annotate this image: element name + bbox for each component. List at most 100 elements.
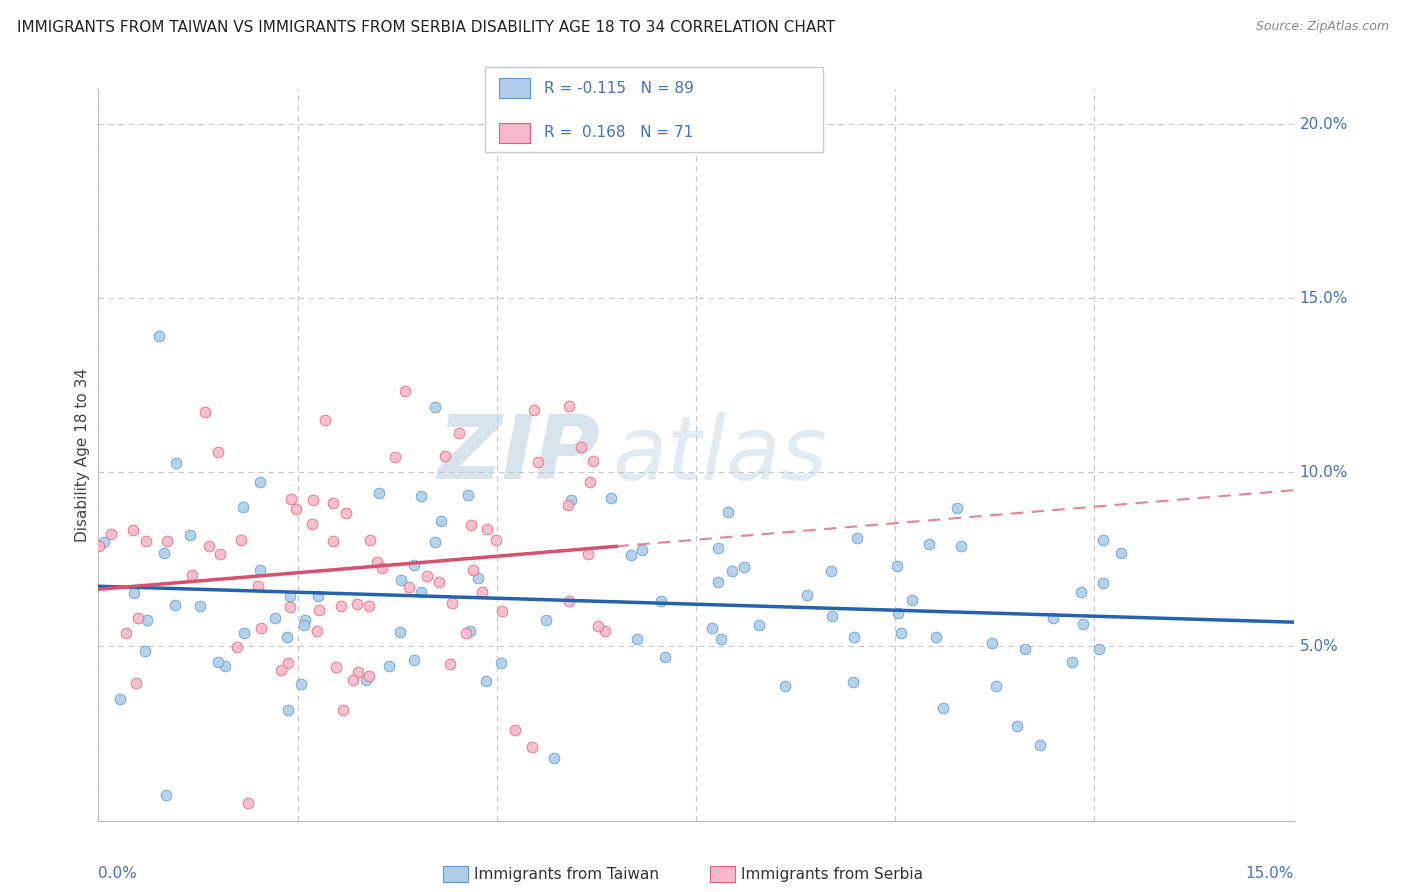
Point <box>231 533 253 547</box>
Point <box>165 599 187 613</box>
Point <box>503 723 526 737</box>
Point <box>887 606 910 620</box>
Point <box>946 501 969 516</box>
Point <box>523 403 546 417</box>
Point <box>447 426 470 441</box>
Point <box>1091 575 1114 590</box>
Point <box>108 692 131 706</box>
Point <box>100 527 122 541</box>
Text: 5.0%: 5.0% <box>1299 639 1339 654</box>
Point <box>335 506 357 520</box>
Point <box>821 609 844 624</box>
Point <box>156 534 179 549</box>
Text: ZIP: ZIP <box>437 411 600 499</box>
Point <box>346 597 368 611</box>
Point <box>593 624 616 638</box>
Point <box>558 400 581 414</box>
Point <box>710 632 733 646</box>
Point <box>1070 585 1092 599</box>
Point <box>706 575 728 590</box>
Point <box>394 384 416 399</box>
Point <box>359 669 381 683</box>
Text: atlas: atlas <box>613 412 827 498</box>
Point <box>209 547 232 561</box>
Point <box>250 621 273 635</box>
Point <box>277 656 299 670</box>
Point <box>121 523 143 537</box>
Text: R = -0.115   N = 89: R = -0.115 N = 89 <box>544 81 695 95</box>
Text: 0.0%: 0.0% <box>98 866 138 881</box>
Point <box>430 514 453 528</box>
Point <box>93 534 115 549</box>
Text: Immigrants from Serbia: Immigrants from Serbia <box>741 867 922 881</box>
Point <box>981 636 1004 650</box>
Point <box>233 625 256 640</box>
Point <box>579 475 602 489</box>
Point <box>557 499 579 513</box>
Point <box>461 563 484 577</box>
Point <box>560 492 582 507</box>
Point <box>454 626 477 640</box>
Point <box>165 456 187 470</box>
Point <box>522 740 544 755</box>
Point <box>89 540 111 554</box>
Point <box>441 596 464 610</box>
Point <box>278 600 301 615</box>
Point <box>368 486 391 500</box>
Point <box>276 630 298 644</box>
Point <box>427 574 450 589</box>
Point <box>558 594 581 608</box>
Point <box>277 703 299 717</box>
Point <box>433 449 456 463</box>
Point <box>1029 738 1052 752</box>
Point <box>115 626 138 640</box>
Point <box>389 624 412 639</box>
Point <box>232 500 254 514</box>
Point <box>886 559 908 574</box>
Point <box>576 547 599 561</box>
Point <box>278 589 301 603</box>
Point <box>460 517 482 532</box>
Point <box>332 703 354 717</box>
Point <box>842 674 865 689</box>
Point <box>193 405 215 419</box>
Point <box>264 611 287 625</box>
Point <box>359 599 381 614</box>
Point <box>1087 642 1109 657</box>
Text: Immigrants from Taiwan: Immigrants from Taiwan <box>474 867 659 881</box>
Point <box>820 564 842 578</box>
Point <box>411 585 433 599</box>
Point <box>984 679 1007 693</box>
Point <box>458 624 481 638</box>
Point <box>308 603 330 617</box>
Point <box>534 613 557 627</box>
Text: Source: ZipAtlas.com: Source: ZipAtlas.com <box>1256 20 1389 33</box>
Point <box>526 455 548 469</box>
Point <box>148 329 170 343</box>
Point <box>918 537 941 551</box>
Point <box>471 584 494 599</box>
Point <box>1007 719 1029 733</box>
Point <box>249 563 271 577</box>
Point <box>325 660 347 674</box>
Point <box>717 505 740 519</box>
Point <box>134 644 156 658</box>
Point <box>384 450 406 465</box>
Point <box>569 440 592 454</box>
Point <box>347 665 370 679</box>
Point <box>475 673 498 688</box>
Point <box>247 579 270 593</box>
Point <box>654 650 676 665</box>
Point <box>188 599 211 614</box>
Text: 10.0%: 10.0% <box>1299 465 1348 480</box>
Point <box>402 653 425 667</box>
Point <box>900 593 922 607</box>
Point <box>467 571 489 585</box>
Point <box>842 630 865 644</box>
Point <box>301 516 323 531</box>
Text: 15.0%: 15.0% <box>1246 866 1294 881</box>
Point <box>586 619 609 633</box>
Text: 20.0%: 20.0% <box>1299 117 1348 131</box>
Point <box>155 788 177 802</box>
Point <box>371 560 394 574</box>
